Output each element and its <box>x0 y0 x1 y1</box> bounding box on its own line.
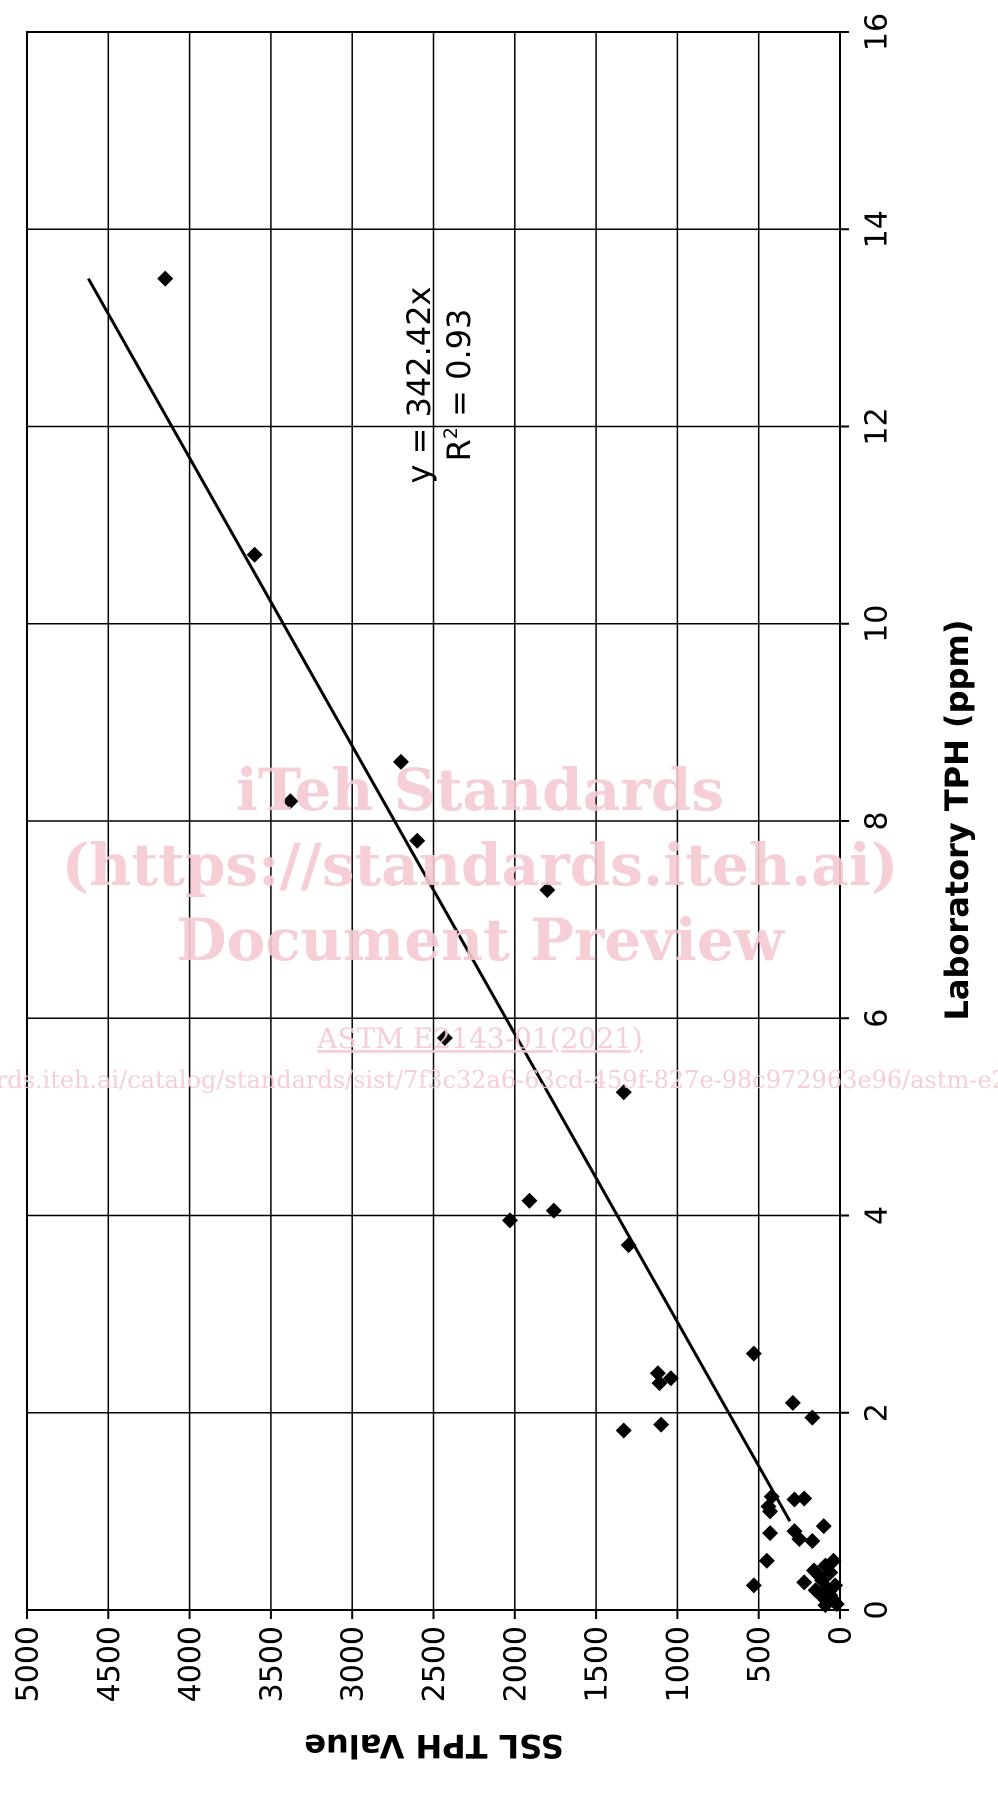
data-point <box>501 1212 518 1229</box>
data-point <box>615 1422 632 1439</box>
x-tick-label: 0 <box>860 1600 895 1619</box>
x-tick-label: 4 <box>860 1206 895 1225</box>
data-point <box>157 270 174 287</box>
data-points <box>157 270 845 1614</box>
trendline-equation: y = 342.42x <box>400 287 438 484</box>
data-point <box>822 1564 839 1581</box>
data-point <box>791 1530 808 1547</box>
data-point <box>815 1518 832 1535</box>
data-point <box>662 1370 679 1387</box>
x-tick-label: 14 <box>860 210 895 248</box>
watermark: iTeh Standards (https://standards.iteh.a… <box>0 756 998 1094</box>
y-tick-label: 3000 <box>336 1626 371 1702</box>
trend-line <box>87 277 792 1522</box>
y-tick-label: 2000 <box>498 1626 533 1702</box>
x-tick-label: 10 <box>860 605 895 643</box>
watermark-line-3: Document Preview <box>176 906 786 974</box>
y-tick-label: 1500 <box>580 1626 615 1702</box>
x-tick-label: 16 <box>860 13 895 51</box>
y-tick-label: 4000 <box>173 1626 208 1702</box>
x-tick-label: 8 <box>860 811 895 830</box>
data-point <box>762 1503 779 1520</box>
x-tick-label: 2 <box>860 1403 895 1422</box>
data-point <box>653 1416 670 1433</box>
x-tick-label: 12 <box>860 407 895 445</box>
y-tick-label: 2500 <box>417 1626 452 1702</box>
data-point <box>620 1237 637 1254</box>
watermark-line-2: (https://standards.iteh.ai) <box>62 831 899 899</box>
data-point <box>436 1029 453 1046</box>
data-point <box>828 1596 845 1613</box>
y-tick-label: 3500 <box>254 1626 289 1702</box>
data-point <box>796 1574 813 1591</box>
data-point <box>649 1365 666 1382</box>
y-tick-label: 500 <box>742 1626 777 1683</box>
data-point <box>804 1409 821 1426</box>
data-point <box>282 793 299 810</box>
data-point <box>817 1597 834 1614</box>
data-point <box>745 1345 762 1362</box>
x-axis-ticks: 0 2 4 6 8 10 12 14 16 <box>840 13 895 1620</box>
data-point <box>521 1192 538 1209</box>
watermark-line-1: iTeh Standards <box>236 756 724 824</box>
y-tick-label: 5000 <box>11 1626 46 1702</box>
trendline-r2: R2 = 0.93 <box>440 309 478 462</box>
y-axis-title: SSL TPH Value <box>304 1727 563 1765</box>
data-point <box>651 1375 668 1392</box>
data-point <box>786 1491 803 1508</box>
data-point <box>745 1577 762 1594</box>
data-point <box>539 882 556 899</box>
watermark-line-4: ASTM E2143-01(2021) <box>316 1022 643 1055</box>
y-tick-label: 0 <box>824 1626 859 1645</box>
data-point <box>758 1552 775 1569</box>
grid-lines <box>26 31 841 1611</box>
y-tick-label: 1000 <box>661 1626 696 1702</box>
data-point <box>762 1525 779 1542</box>
data-point <box>796 1490 813 1507</box>
x-tick-label: 6 <box>860 1009 895 1028</box>
data-point <box>246 546 263 563</box>
y-tick-label: 4500 <box>92 1626 127 1702</box>
watermark-line-5: https://standards.iteh.ai/catalog/standa… <box>0 1066 998 1094</box>
data-point <box>615 1084 632 1101</box>
data-point <box>545 1202 562 1219</box>
data-point <box>392 753 409 770</box>
data-point <box>784 1394 801 1411</box>
data-point <box>409 832 426 849</box>
x-axis-title: Laboratory TPH (ppm) <box>938 620 976 1021</box>
y-axis-ticks: 0 500 1000 1500 2000 2500 3000 3500 4000 4500 5000 <box>11 1610 859 1702</box>
data-point <box>804 1532 821 1549</box>
